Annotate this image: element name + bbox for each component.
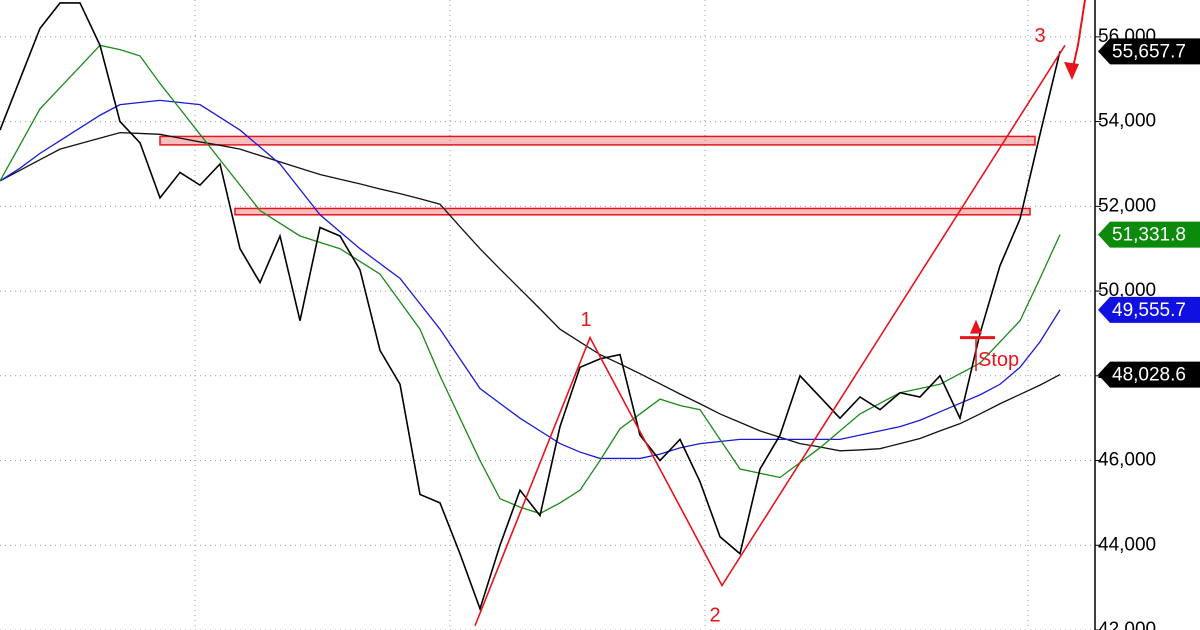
arrow-head [1064,62,1079,80]
resistance-zone [234,207,1031,216]
price-badge-label: 48,028.6 [1112,365,1186,386]
y-tick-label: 52,000 [1098,195,1156,216]
wave-label: 2 [709,604,720,626]
series-line [0,99,1061,460]
plot [0,0,1086,627]
y-tick-label: 54,000 [1098,111,1156,132]
arrow [1071,0,1086,73]
y-tick-label: 46,000 [1098,450,1156,471]
series-line [0,44,1061,515]
stop-marker [970,319,982,334]
stop-label: Stop [978,349,1019,371]
grid [0,0,1095,630]
price-badge [1098,361,1200,388]
price-badge-label: 49,555.7 [1112,300,1186,321]
zigzag [474,44,1066,627]
resistance-zone [159,135,1036,146]
price-badge [1098,221,1200,248]
y-tick-label: 50,000 [1098,280,1156,301]
wave-label: 1 [580,309,591,331]
y-tick-label: 44,000 [1098,534,1156,555]
price-badge [1098,296,1200,323]
price-badge-label: 51,331.8 [1112,225,1186,246]
price-badge-label: 55,657.7 [1112,41,1186,62]
y-axis-labels: 42,00044,00046,00048,00050,00052,00054,0… [1095,26,1156,630]
series-line [0,2,1061,612]
y-tick-label: 42,000 [1098,619,1156,630]
wave-label: 3 [1034,25,1045,47]
series-line [0,131,1061,452]
price-badge [1098,38,1200,65]
